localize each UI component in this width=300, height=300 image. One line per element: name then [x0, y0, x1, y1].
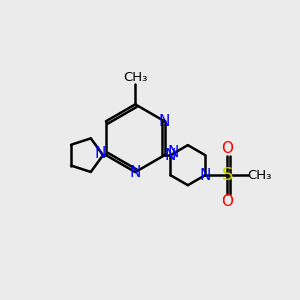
Text: CH₃: CH₃ [248, 169, 272, 182]
Text: N: N [168, 145, 179, 160]
Text: CH₃: CH₃ [123, 71, 148, 84]
Text: N: N [200, 168, 211, 183]
Text: S: S [222, 166, 233, 184]
Text: N: N [95, 146, 106, 161]
Text: N: N [165, 148, 176, 163]
Text: N: N [130, 165, 141, 180]
Text: O: O [221, 194, 233, 209]
Text: N: N [159, 114, 170, 129]
Text: O: O [221, 141, 233, 156]
